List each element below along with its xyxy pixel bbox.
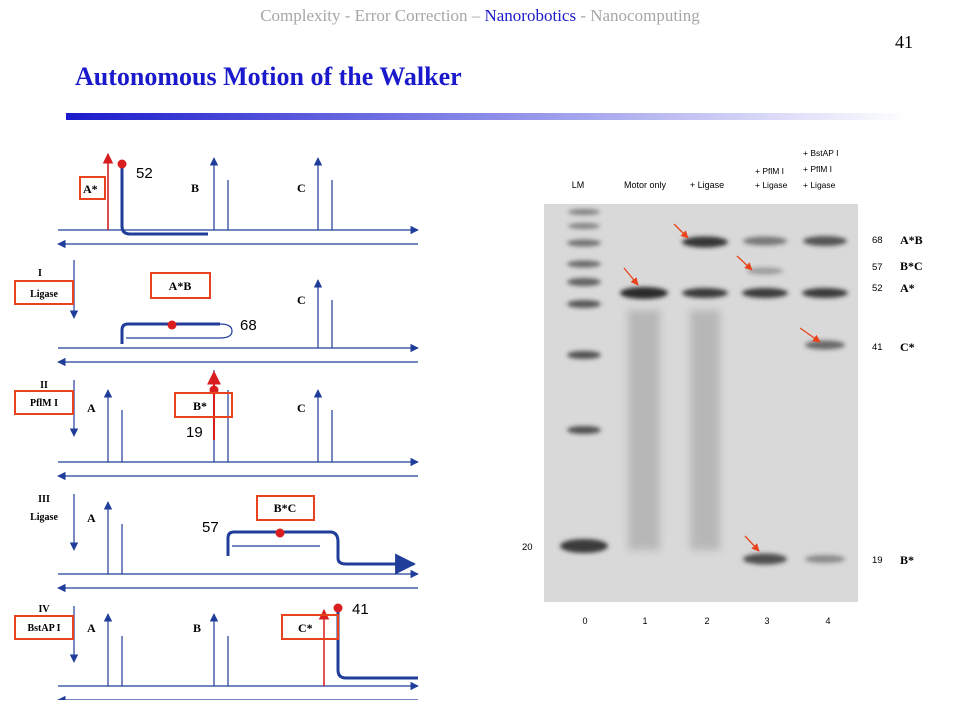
panel3-length: 19: [186, 424, 203, 441]
slide-title: Autonomous Motion of the Walker: [75, 62, 462, 91]
gel-figure: LM Motor only + Ligase + PflM I + Ligase…: [522, 148, 923, 626]
panel3-enzyme: PflM I: [30, 398, 58, 409]
title-underline: [66, 113, 908, 120]
band-57-name: B*C: [900, 259, 923, 273]
panel2-enzyme: Ligase: [30, 289, 58, 300]
panel5-label-a: A: [87, 621, 96, 635]
panel1-label-c: C: [297, 181, 306, 195]
arrow-c-band: [799, 327, 821, 343]
panel1-label-b: B: [191, 181, 199, 195]
band-52-name: A*: [900, 281, 915, 295]
band-68-name: A*B: [900, 233, 923, 247]
arrow-motor-band: [623, 267, 639, 286]
panel2-length: 68: [240, 317, 257, 334]
arrow-b-band: [744, 535, 760, 552]
panel5-step: IV: [38, 604, 50, 615]
panel5-label-c: C*: [298, 621, 313, 635]
lane0-header: LM: [572, 180, 585, 190]
band-52-size: 52: [872, 283, 883, 294]
lane2-number: 2: [704, 616, 709, 626]
band-19-name: B*: [900, 553, 914, 567]
lane0-number: 0: [582, 616, 587, 626]
panel1-label-a: A*: [83, 182, 98, 196]
panel4-label-bc: B*C: [274, 501, 297, 515]
band-57-size: 57: [872, 262, 883, 273]
lane4-header-line3: + Ligase: [803, 180, 836, 190]
walker-schematic: A* B C 52 I Ligase A*B C 68 II PflM I A …: [14, 152, 419, 700]
panel5-label-b: B: [193, 621, 201, 635]
panel2-label-ab: A*B: [169, 279, 192, 293]
page-number: 41: [895, 32, 913, 52]
panel4-step: III: [38, 494, 50, 505]
panel4-enzyme: Ligase: [30, 512, 58, 523]
arrow-ligase-band: [673, 223, 689, 239]
lane4-header-line1: + BstAP I: [803, 148, 839, 158]
ladder-marker-label: 20: [522, 542, 533, 553]
breadcrumb-item-complexity: Complexity - Error Correction –: [260, 6, 485, 25]
arrow-bc-band: [736, 255, 753, 271]
lane2-header: + Ligase: [690, 180, 724, 190]
panel3-label-a: A: [87, 401, 96, 415]
panel3-step: II: [40, 380, 48, 391]
lane3-header-line1: + PflM I: [755, 166, 784, 176]
breadcrumb-item-nanocomputing: - Nanocomputing: [576, 6, 700, 25]
lane4-header-line2: + PflM I: [803, 164, 832, 174]
lane3-header-line2: + Ligase: [755, 180, 788, 190]
band-68-size: 68: [872, 235, 883, 246]
panel5-length: 41: [352, 601, 369, 618]
band-41-name: C*: [900, 340, 915, 354]
lane1-header: Motor only: [624, 180, 667, 190]
lane3-number: 3: [764, 616, 769, 626]
panel4-length: 57: [202, 519, 219, 536]
lane4-number: 4: [825, 616, 830, 626]
panel5-enzyme: BstAP I: [27, 623, 60, 634]
panel3-label-c: C: [297, 401, 306, 415]
band-41-size: 41: [872, 342, 883, 353]
breadcrumb-item-nanorobotics[interactable]: Nanorobotics: [484, 6, 577, 25]
panel2-label-c: C: [297, 293, 306, 307]
breadcrumb: Complexity - Error Correction – Nanorobo…: [0, 6, 960, 26]
panel3-label-b: B*: [193, 399, 207, 413]
panel1-length: 52: [136, 165, 153, 182]
band-19-size: 19: [872, 555, 883, 566]
panel2-step: I: [38, 268, 42, 279]
lane1-number: 1: [642, 616, 647, 626]
panel4-label-a: A: [87, 511, 96, 525]
